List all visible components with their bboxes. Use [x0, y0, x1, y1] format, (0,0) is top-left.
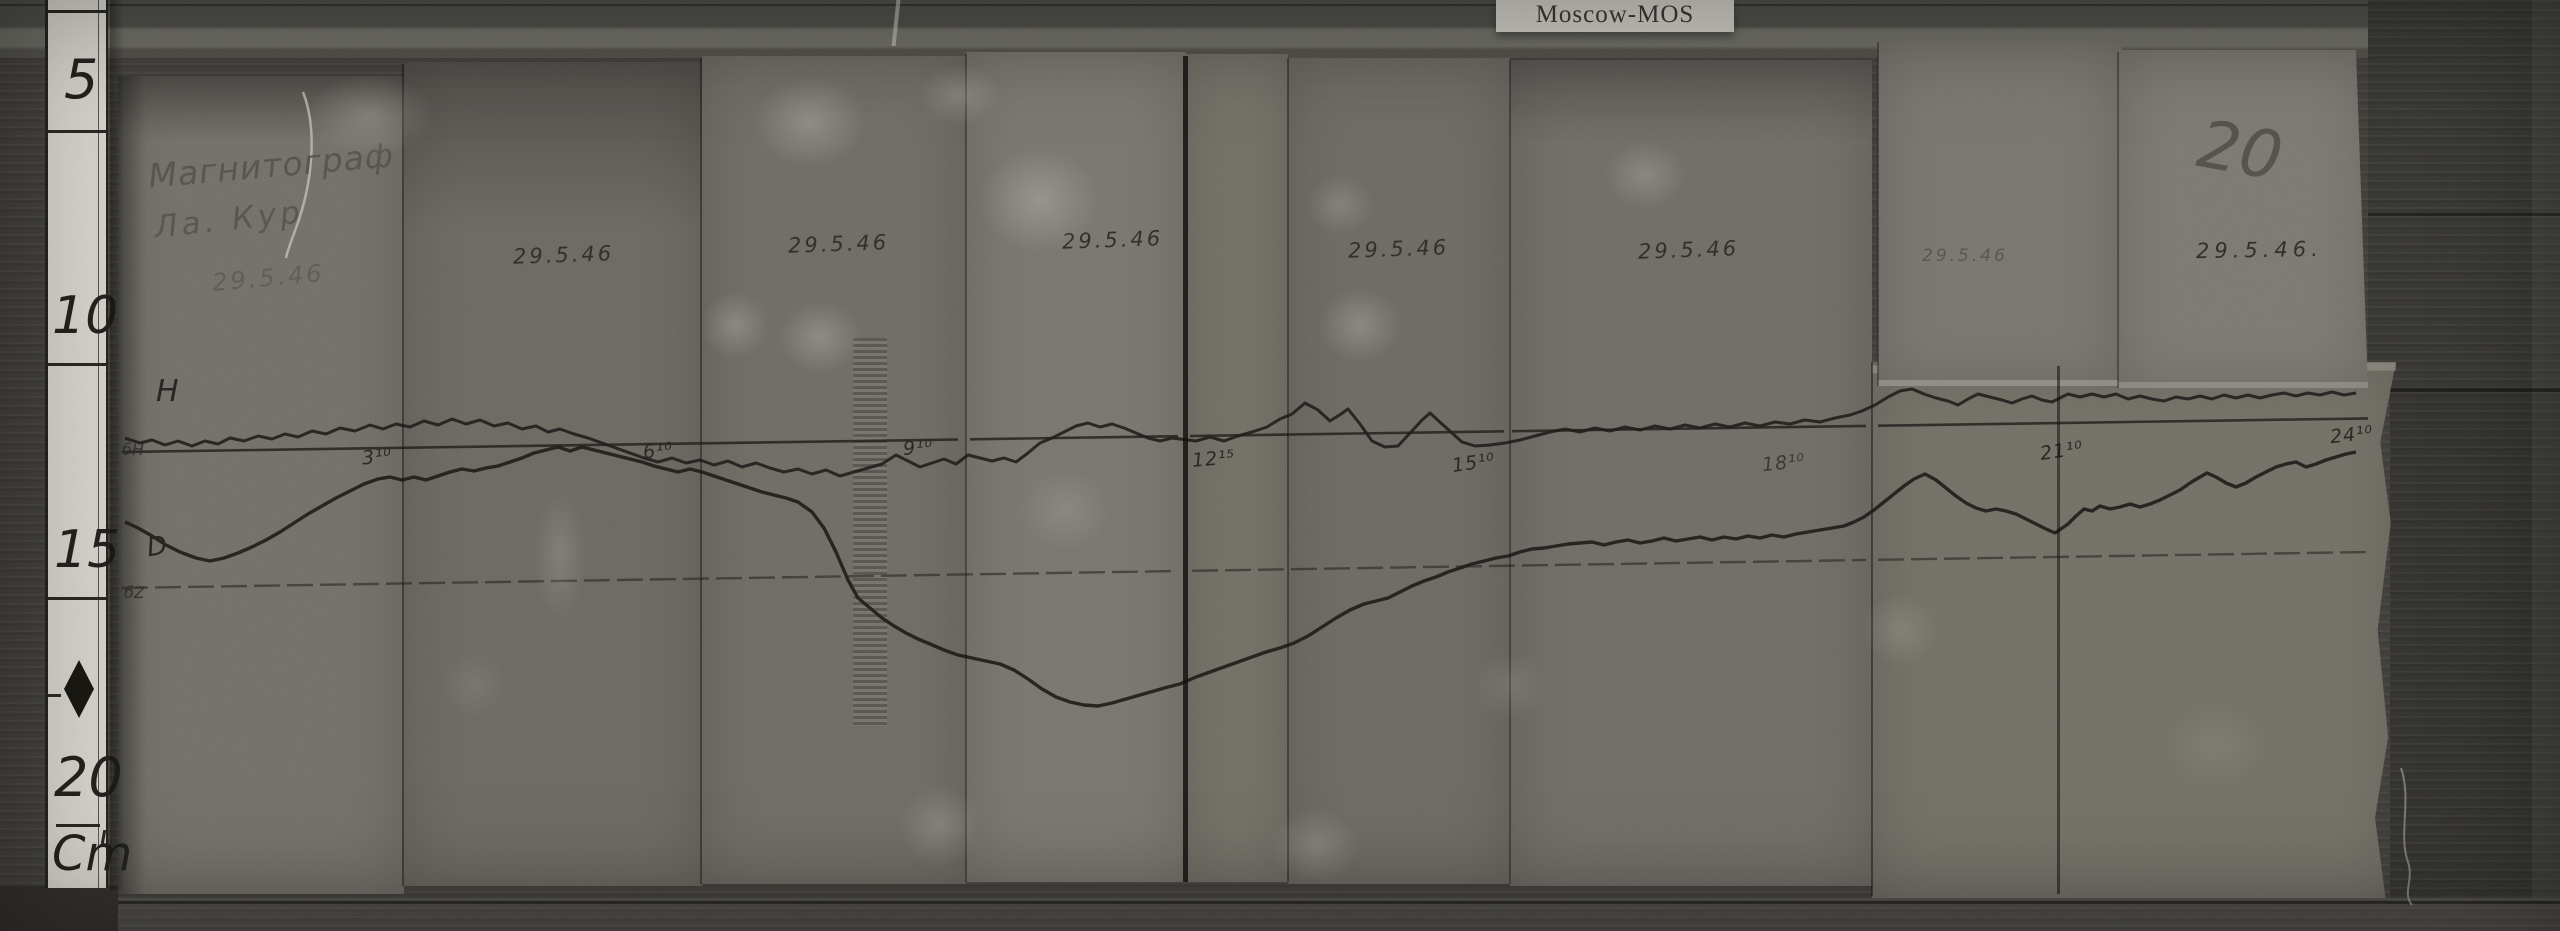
- film-grain-overlay: [0, 0, 2560, 931]
- magnetogram-photo: Магнитограф Ла. Кур 29.5.46 20 29.5.46 2…: [0, 0, 2560, 931]
